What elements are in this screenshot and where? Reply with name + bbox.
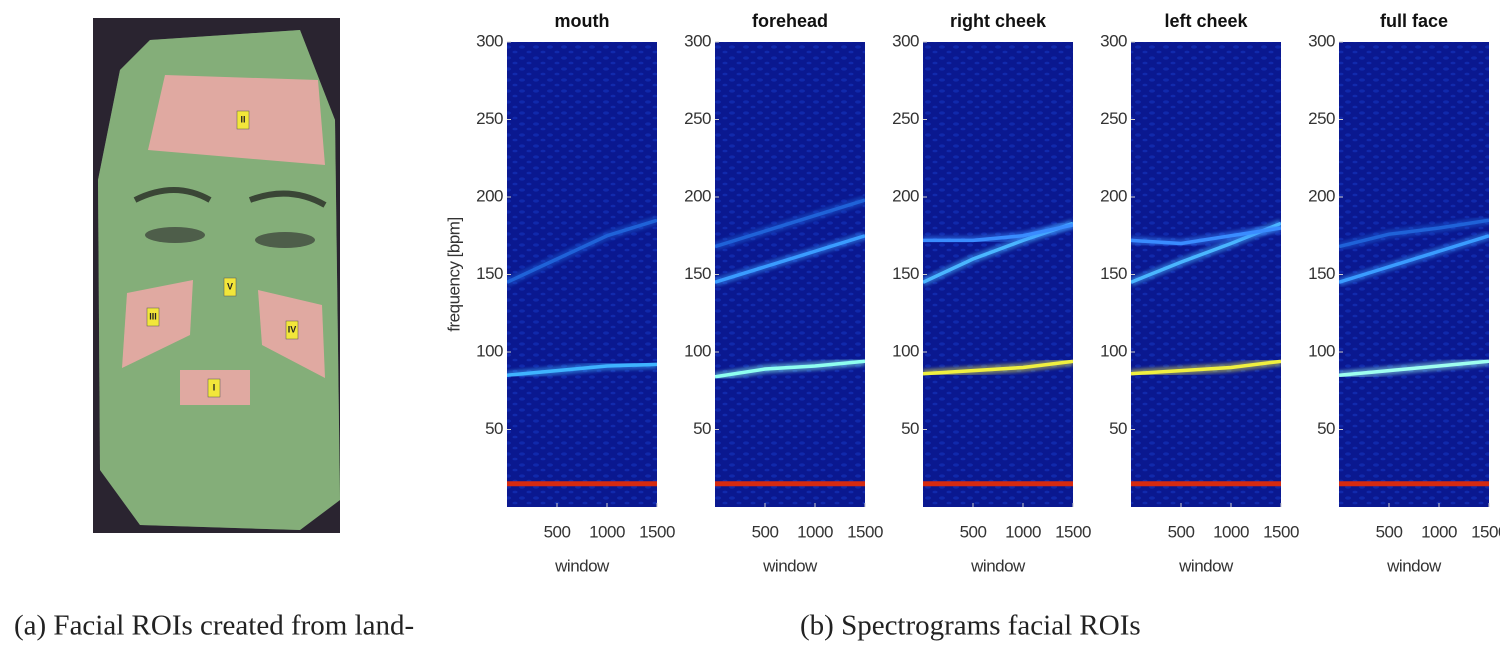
roi-label: I (213, 382, 216, 392)
ridge (715, 234, 865, 284)
x-tick-label: 500 (1168, 522, 1195, 541)
ridge (507, 362, 657, 377)
y-tick-label: 200 (684, 186, 711, 205)
ridge (923, 223, 1073, 243)
x-axis-label: window (1178, 556, 1234, 575)
face-image: I II III IV V (93, 18, 340, 533)
y-tick-label: 300 (892, 31, 919, 50)
ridge (507, 218, 657, 284)
y-tick-label: 50 (693, 419, 711, 438)
y-tick-label: 250 (684, 109, 711, 128)
y-tick-label: 300 (1100, 31, 1127, 50)
y-tick-label: 50 (901, 419, 919, 438)
y-tick-label: 150 (684, 264, 711, 283)
chart-title: full face (1380, 11, 1448, 31)
x-tick-label: 1500 (1055, 522, 1091, 541)
y-axis-label: frequency [bpm] (444, 217, 463, 331)
roi-label: III (149, 311, 157, 321)
x-axis-label: window (762, 556, 818, 575)
x-tick-label: 1000 (1005, 522, 1041, 541)
y-tick-label: 250 (1100, 109, 1127, 128)
y-tick-label: 50 (1109, 419, 1127, 438)
x-tick-label: 1500 (639, 522, 675, 541)
y-tick-label: 250 (476, 109, 503, 128)
x-axis-label: window (554, 556, 610, 575)
y-tick-label: 100 (1308, 341, 1335, 360)
y-tick-label: 150 (476, 264, 503, 283)
chart-title: mouth (555, 11, 610, 31)
ridge (715, 359, 865, 379)
ridge (1339, 359, 1489, 377)
y-tick-label: 250 (1308, 109, 1335, 128)
x-tick-label: 1500 (847, 522, 883, 541)
roi-label: II (240, 114, 245, 124)
x-axis-label: window (1386, 556, 1442, 575)
y-tick-label: 150 (892, 264, 919, 283)
y-tick-label: 150 (1308, 264, 1335, 283)
roi-label: IV (288, 324, 297, 334)
y-tick-label: 100 (476, 341, 503, 360)
roi-label: V (227, 281, 233, 291)
y-tick-label: 200 (892, 186, 919, 205)
ridges (1339, 215, 1489, 489)
chart-title: right cheek (950, 11, 1047, 31)
ridge (1339, 234, 1489, 284)
y-tick-label: 50 (485, 419, 503, 438)
ridges (715, 195, 865, 489)
y-tick-label: 100 (684, 341, 711, 360)
x-tick-label: 500 (960, 522, 987, 541)
y-tick-label: 200 (1100, 186, 1127, 205)
x-tick-label: 1500 (1263, 522, 1299, 541)
y-tick-label: 100 (892, 341, 919, 360)
x-tick-label: 500 (544, 522, 571, 541)
caption: (b) Spectrograms facial ROIs (800, 610, 1141, 642)
y-tick-label: 200 (1308, 186, 1335, 205)
y-tick-label: 300 (1308, 31, 1335, 50)
x-tick-label: 500 (752, 522, 779, 541)
x-tick-label: 1000 (797, 522, 833, 541)
x-tick-label: 500 (1376, 522, 1403, 541)
y-tick-label: 100 (1100, 341, 1127, 360)
x-tick-label: 1000 (1421, 522, 1457, 541)
ridges (1131, 219, 1281, 489)
x-tick-label: 1000 (1213, 522, 1249, 541)
ridge (923, 359, 1073, 376)
ridges (923, 219, 1073, 489)
y-tick-label: 300 (684, 31, 711, 50)
y-tick-label: 250 (892, 109, 919, 128)
chart-title: left cheek (1164, 11, 1248, 31)
x-tick-label: 1000 (589, 522, 625, 541)
ridges (507, 215, 657, 489)
chart-title: forehead (752, 11, 828, 31)
ridge (1131, 359, 1281, 376)
x-tick-label: 1500 (1471, 522, 1500, 541)
ridge (1339, 218, 1489, 249)
caption: (a) Facial ROIs created from land- (14, 610, 414, 642)
ridge (1131, 226, 1281, 246)
x-axis-label: window (970, 556, 1026, 575)
y-tick-label: 300 (476, 31, 503, 50)
y-tick-label: 150 (1100, 264, 1127, 283)
y-tick-label: 200 (476, 186, 503, 205)
ridge (715, 198, 865, 249)
y-tick-label: 50 (1317, 419, 1335, 438)
